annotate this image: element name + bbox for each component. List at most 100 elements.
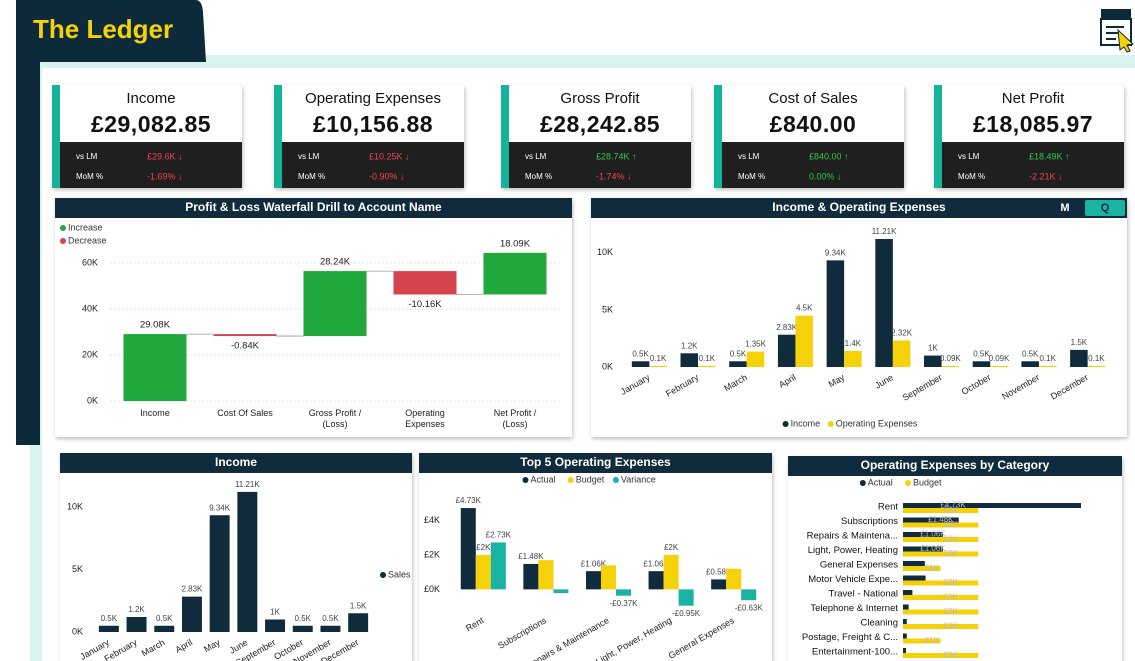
bar: [875, 239, 893, 367]
y-tick-label: General Expenses: [820, 560, 898, 571]
bar: [1021, 361, 1039, 367]
kpi-title: Income: [126, 90, 175, 107]
y-tick-label: 60K: [82, 257, 98, 267]
app-title: The Ledger: [33, 14, 173, 44]
y-tick-label: Postage, Freight & C...: [802, 632, 898, 643]
bar: [698, 365, 716, 367]
legend-marker: [522, 477, 529, 483]
legend-marker: [380, 572, 386, 578]
bar: [292, 625, 313, 632]
panel-title-bar: [419, 453, 772, 473]
panel-title-bar: [788, 456, 1122, 476]
panel-title: Operating Expenses by Category: [861, 458, 1050, 472]
bar: [649, 365, 667, 367]
legend-label: Budget: [576, 474, 605, 484]
bar: [600, 565, 617, 590]
kpi-footer: [509, 142, 691, 188]
waterfall-bar: [213, 334, 277, 337]
bar: [903, 522, 979, 528]
y-tick-label: £0K: [424, 584, 440, 594]
bar: [972, 361, 991, 367]
kpi-delta: £840.00 ↑: [809, 151, 849, 161]
data-label: 0.1K: [1039, 354, 1056, 363]
bar: [990, 365, 1008, 367]
period-option[interactable]: M: [1060, 202, 1069, 214]
y-tick-label: 10K: [67, 501, 83, 511]
kpi-value: £29,082.85: [91, 111, 211, 137]
data-label: 0.5K: [322, 614, 339, 623]
data-label: £0.58K: [706, 568, 732, 577]
data-label: 0.5K: [156, 614, 173, 623]
kpi-delta: -1.69% ↓: [147, 171, 183, 181]
kpi-delta: £10.25K ↓: [369, 151, 410, 161]
bar: [903, 561, 925, 566]
bar: [903, 508, 979, 513]
y-tick-label: 0K: [72, 626, 83, 636]
data-label: £2K: [476, 543, 491, 552]
bar: [1070, 349, 1088, 367]
panel-title-bar: [591, 198, 1127, 218]
legend-marker: [567, 477, 574, 483]
data-label: 1.2K: [681, 341, 698, 350]
bar: [680, 353, 699, 367]
data-label: 1.5K: [350, 601, 367, 610]
bar: [903, 566, 941, 571]
data-label: £2K: [944, 578, 959, 587]
period-option[interactable]: Q: [1101, 202, 1110, 214]
data-label: 0.5K: [730, 349, 747, 358]
legend-label: Decrease: [68, 235, 107, 245]
bar: [903, 633, 907, 639]
waterfall-bar: [483, 252, 547, 295]
bar: [729, 361, 747, 367]
bar: [523, 563, 539, 590]
data-label: 1K: [270, 608, 280, 617]
bar: [903, 532, 943, 537]
data-label: £1K: [925, 564, 940, 573]
data-label: 4.5K: [796, 304, 813, 313]
kpi-delta: £29.6K ↓: [147, 151, 183, 161]
data-label: -£0.95K: [672, 609, 701, 618]
waterfall-bar: [393, 271, 457, 295]
x-tick-label: Operating Expenses: [405, 408, 445, 429]
data-label: £4.73K: [456, 496, 482, 505]
data-label: £1.06K: [920, 530, 946, 539]
data-label: £2K: [664, 543, 679, 552]
bar: [903, 537, 979, 542]
kpi-delta: -1.74% ↓: [596, 171, 632, 181]
legend-label: Variance: [621, 474, 656, 484]
legend-label: Sales: [388, 569, 411, 579]
data-label: 0.5K: [973, 349, 990, 358]
bar: [795, 315, 813, 367]
header-tab: [16, 0, 206, 445]
bar: [746, 351, 765, 367]
menu-icon[interactable]: [1100, 9, 1135, 53]
bar: [265, 619, 286, 632]
bar: [903, 503, 1081, 508]
bar: [726, 568, 742, 590]
kpi-value: £840.00: [770, 111, 857, 137]
bar: [98, 625, 119, 632]
period-toggle[interactable]: [1085, 200, 1125, 216]
kpi-label: MoM %: [298, 172, 325, 181]
data-label: £2K: [944, 593, 959, 602]
bar: [777, 334, 796, 367]
data-label: 1.4K: [845, 339, 862, 348]
data-label: 0.5K: [101, 614, 118, 623]
panel: [591, 198, 1127, 437]
data-label: -£0.37K: [610, 599, 639, 608]
kpi-delta: £28.74K ↑: [596, 151, 637, 161]
bar: [903, 653, 979, 658]
bar: [1038, 365, 1057, 367]
panel-title: Top 5 Operating Expenses: [520, 455, 671, 469]
bar: [237, 491, 258, 632]
data-label: 18.09K: [500, 238, 531, 249]
bar: [741, 589, 757, 601]
data-label: 29.08K: [140, 320, 171, 331]
kpi-footer: [60, 142, 242, 188]
y-tick-label: Light, Power, Heating: [808, 545, 898, 556]
data-label: £2K: [944, 607, 959, 616]
bar: [1087, 365, 1106, 367]
y-tick-label: Entertainment-100...: [812, 647, 898, 658]
y-tick-label: 40K: [82, 303, 98, 313]
